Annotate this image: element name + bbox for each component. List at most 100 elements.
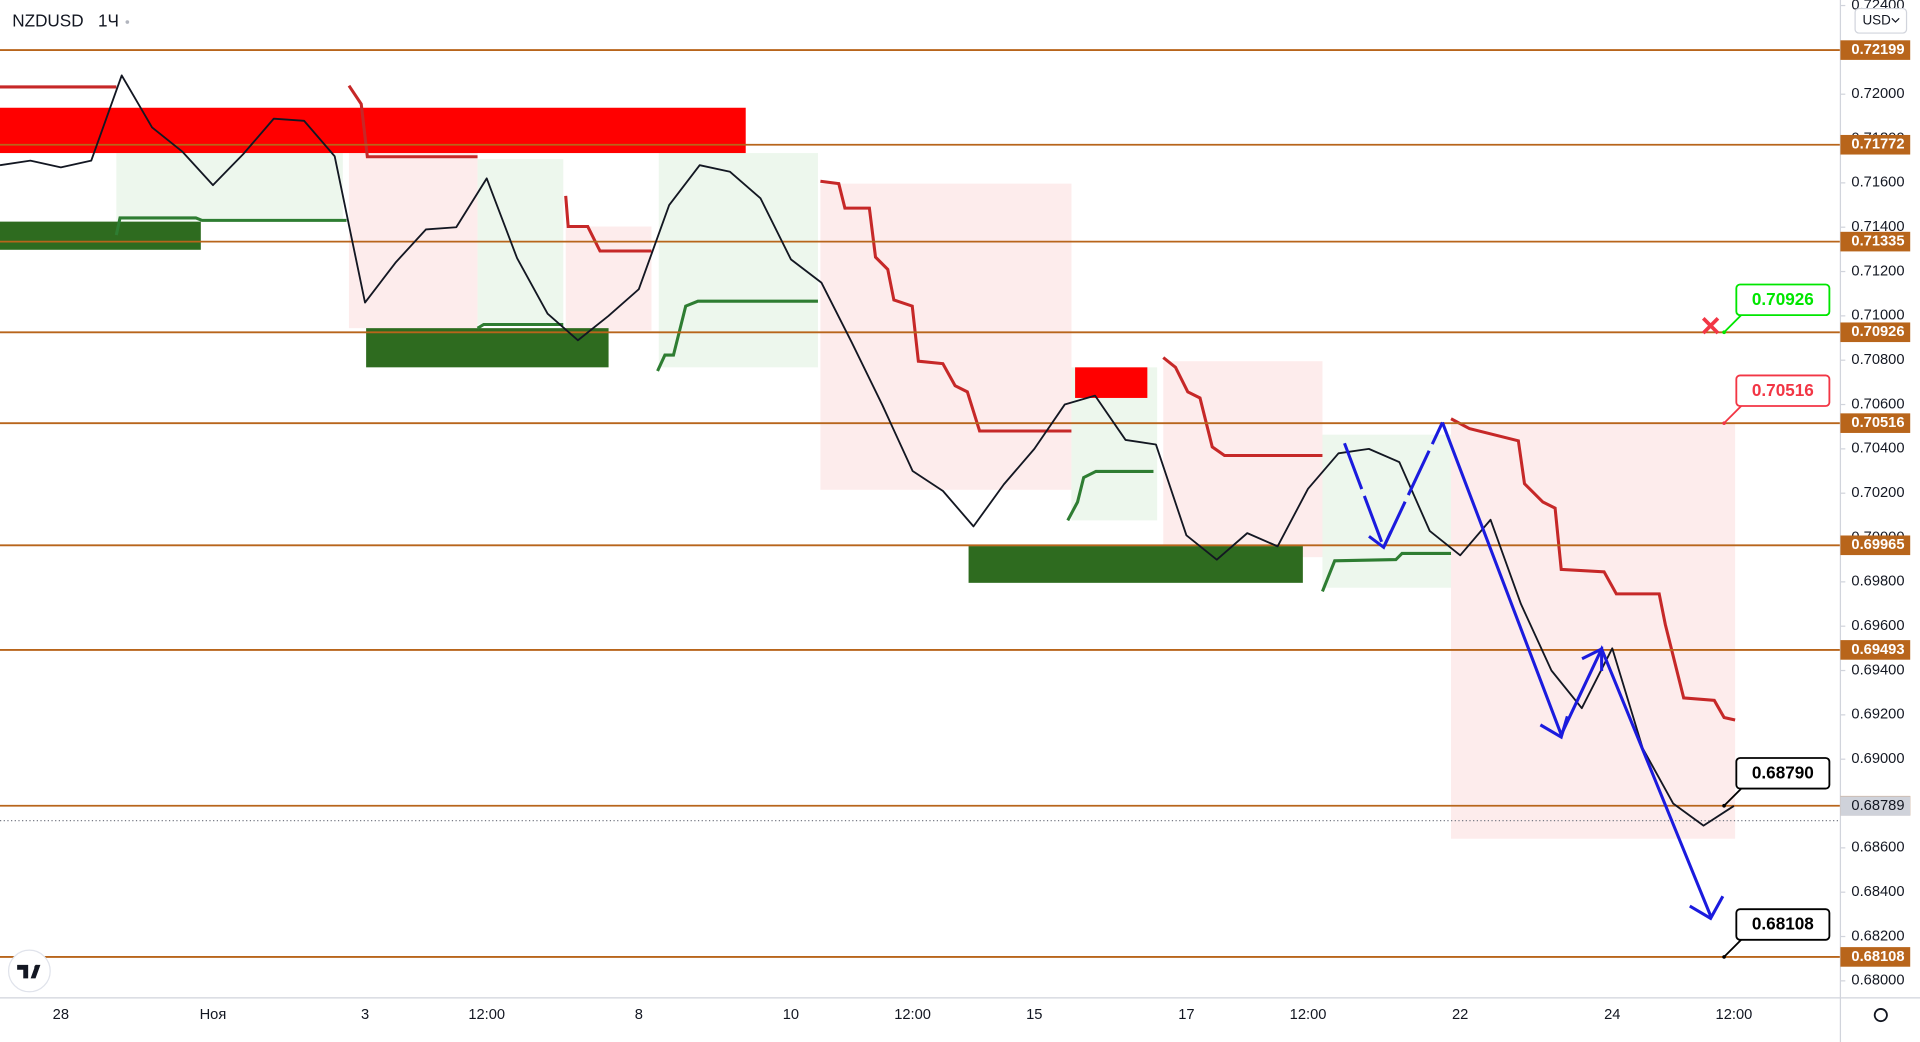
trailing-stop-red [1450, 417, 1736, 722]
x-tick-label: 28 [53, 1007, 69, 1023]
callout-pointer [1723, 787, 1742, 807]
arrow-head [1689, 895, 1725, 921]
x-tick-label: Ноя [200, 1007, 227, 1023]
trailing-stop-red [820, 179, 1072, 433]
trend-fill [820, 183, 1072, 490]
trailing-stop-green [1066, 469, 1154, 522]
settings-button[interactable] [1873, 1008, 1888, 1023]
level-tags: 0.72199 0.71772 0.71335 0.70926 0.70516 0.699… [1840, 40, 1911, 967]
x-tick-label: 8 [635, 1007, 643, 1023]
currency-button[interactable] [1854, 7, 1908, 34]
y-tick-label: 0.69400 [1851, 662, 1904, 678]
logo-dot [34, 964, 40, 970]
y-tick-label: 0.70400 [1851, 441, 1904, 457]
trend-fill [116, 153, 343, 221]
trailing-stop-green [476, 322, 564, 330]
level-tag-label: 0.70926 [1851, 324, 1904, 340]
callouts: 0.70926 0.70516 0.68790 0.68108 [1722, 283, 1831, 959]
x-tick-label: 12:00 [894, 1007, 931, 1023]
interval[interactable]: 1Ч [98, 11, 119, 31]
x-tick-label: 12:00 [468, 1007, 505, 1023]
supply-zone [1075, 367, 1148, 398]
callout-box [1735, 283, 1831, 317]
callout-label: 0.70516 [1752, 380, 1814, 400]
chevron [1891, 17, 1900, 23]
level-tag-label: 0.68108 [1851, 949, 1904, 965]
trend-fill [658, 153, 818, 368]
levels [0, 49, 1841, 958]
level-tag [1840, 40, 1911, 60]
level-tag-label: 0.72199 [1851, 42, 1904, 58]
trend-fill [1322, 434, 1452, 588]
y-tick-label: 0.68200 [1851, 928, 1904, 944]
demand-zone [968, 546, 1303, 583]
callout-label: 0.68108 [1752, 914, 1814, 934]
trend-fill [565, 226, 652, 331]
trailing-stop-green [1321, 551, 1452, 592]
last-price-label: 0.68789 [1851, 798, 1904, 814]
y-tick-label: 0.68000 [1851, 973, 1904, 989]
x-tick-label: 17 [1178, 1007, 1194, 1023]
callout-anchor [1722, 330, 1726, 335]
y-tick-label: 0.71400 [1851, 219, 1904, 235]
level-tag-label: 0.70516 [1851, 415, 1904, 431]
trailing-stop-red [564, 195, 652, 253]
trailing-stop-red [347, 84, 478, 159]
symbol: NZDUSD [12, 11, 83, 31]
callout-pointer [1723, 405, 1742, 424]
arrow-path [1343, 421, 1444, 552]
x-tick-label: 12:00 [1290, 1007, 1327, 1023]
trailing-stop-red [1162, 356, 1323, 458]
callout-box [1735, 374, 1831, 407]
level-tag-label: 0.71335 [1851, 233, 1904, 249]
trailing-stop [0, 84, 1736, 722]
y-tick-label: 0.70600 [1851, 396, 1904, 412]
trailing-stop-green [656, 299, 818, 372]
level-tag [1840, 413, 1911, 433]
cancel-stroke [1701, 317, 1720, 335]
level-tag-label: 0.71772 [1851, 137, 1904, 153]
callout-box [1735, 757, 1831, 790]
y-tick-label: 0.69200 [1851, 707, 1904, 723]
y-tick-label: 0.69000 [1851, 751, 1904, 767]
currency[interactable]: USD [1862, 12, 1891, 27]
x-tick-label: 15 [1026, 1007, 1042, 1023]
level-tag-label: 0.69493 [1851, 642, 1904, 658]
y-tick-label: 0.71600 [1851, 175, 1904, 191]
y-tick-label: 0.68600 [1851, 840, 1904, 856]
x-tick-label: 10 [783, 1007, 799, 1023]
y-tick-label: 0.70800 [1851, 352, 1904, 368]
y-tick-label: 0.69800 [1851, 574, 1904, 590]
arrow-path [1441, 421, 1713, 917]
x-tick-label: 24 [1604, 1007, 1620, 1023]
y-tick-label: 0.69600 [1851, 618, 1904, 634]
supply-zone [0, 107, 746, 154]
callout-label: 0.68790 [1752, 762, 1814, 782]
last-price-tag [1840, 796, 1911, 816]
projection-arrows [1343, 421, 1725, 921]
y-tick-label: 0.68400 [1851, 884, 1904, 900]
level-tag [1840, 947, 1911, 967]
price-line [0, 74, 1735, 827]
y-tick-label: 0.70200 [1851, 485, 1904, 501]
demand-zone [366, 328, 609, 368]
level-tag [1840, 535, 1911, 556]
x-tick-label: 22 [1452, 1007, 1468, 1023]
price-scale [1840, 0, 1920, 998]
level-tag [1840, 231, 1911, 252]
level-tag-label: 0.69965 [1851, 537, 1904, 553]
callout-anchor [1722, 803, 1726, 808]
x-tick-label: 3 [361, 1007, 369, 1023]
arrow-head [1581, 646, 1604, 671]
logo[interactable] [7, 949, 51, 993]
callout-label: 0.70926 [1752, 289, 1814, 309]
level-tag [1840, 640, 1911, 660]
cancel-marker [1701, 317, 1720, 335]
callout-anchor [1722, 421, 1726, 425]
callout-box [1735, 908, 1831, 941]
x-tick-label: 12:00 [1716, 1007, 1753, 1023]
level-tag [1840, 322, 1911, 343]
arrow-head [1539, 715, 1569, 740]
header-bg [4, 7, 143, 37]
